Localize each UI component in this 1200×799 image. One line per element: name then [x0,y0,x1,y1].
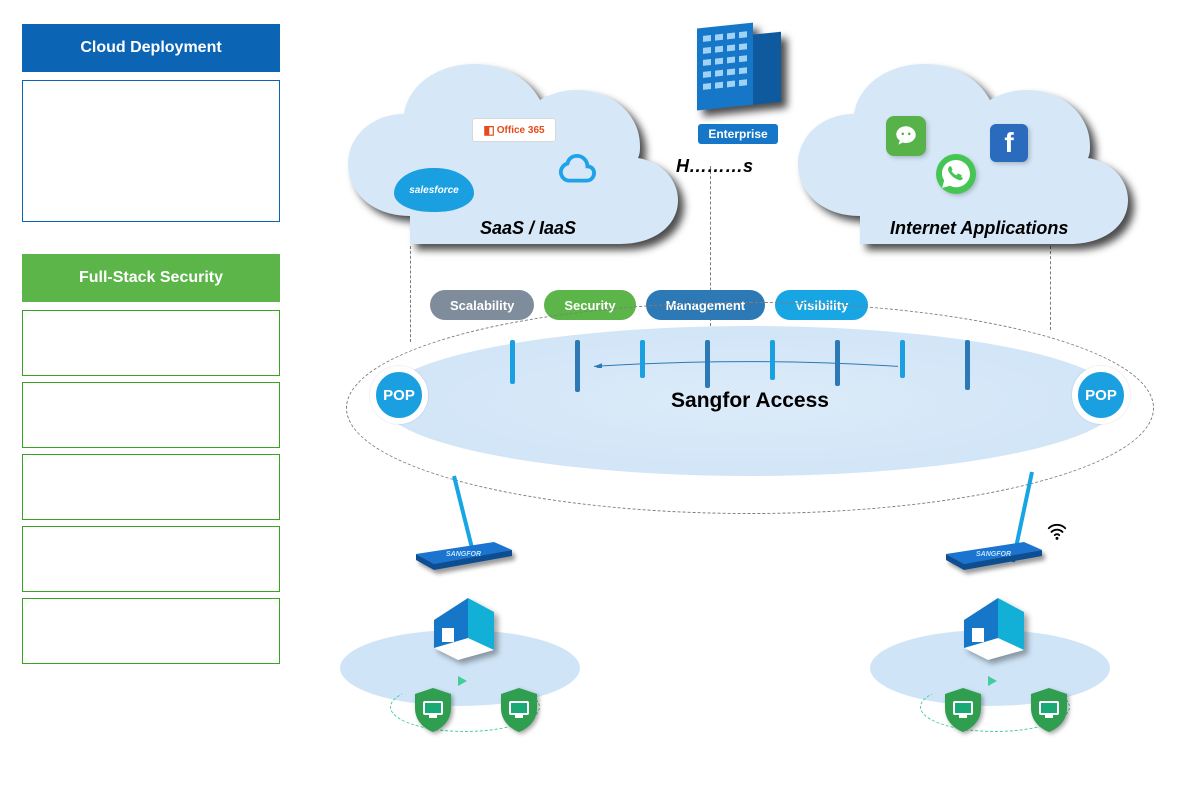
section-box-security-2 [22,454,280,520]
cloud-label-saas: SaaS / IaaS [480,218,576,239]
endpoint-shield-icon [498,686,540,734]
platform-bar-0 [510,340,515,384]
router-device-1: SANGFOR [946,536,1042,566]
section-header-cloud-deployment: Cloud Deployment [22,24,280,72]
logo-salesforce: salesforce [394,168,474,212]
enterprise-label: Enterprise [698,124,777,144]
platform-bar-3 [705,340,710,388]
pop-right: POP [1072,366,1130,424]
enterprise-hq: Enterprise [678,12,798,144]
section-box-cloud-deployment-0 [22,80,280,222]
logo-cloud-generic [558,154,596,192]
platform-bar-6 [900,340,905,378]
platform-bar-1 [575,340,580,392]
section-box-security-1 [22,382,280,448]
section-box-security-0 [22,310,280,376]
platform-ellipse-region: Sangfor Access [380,326,1120,476]
uplink-right [1050,246,1051,330]
app-wechat-icon [886,116,926,156]
svg-text:SANGFOR: SANGFOR [976,551,1011,558]
platform-bar-5 [835,340,840,386]
platform-bar-2 [640,340,645,378]
site-orbit-arrow-1 [988,676,997,686]
branch-building-icon-1 [958,590,1028,660]
platform-title: Sangfor Access [671,389,829,413]
shield-row-1 [942,686,1070,734]
site-orbit-arrow-0 [458,676,467,686]
architecture-diagram: salesforce ◧Office 365 SaaS / IaaS [300,0,1200,799]
building-icon [683,12,793,120]
section-box-security-4 [22,598,280,664]
pill-scalability: Scalability [430,290,534,320]
branch-site-0: SANGFOR [330,470,590,730]
app-whatsapp-icon [934,152,978,201]
platform-bar-7 [965,340,970,390]
branch-site-1: SANGFOR [860,470,1120,730]
cloud-label-internet-apps: Internet Applications [890,218,1068,239]
branch-building-icon-0 [428,590,498,660]
endpoint-shield-icon [1028,686,1070,734]
endpoint-shield-icon [412,686,454,734]
router-device-0: SANGFOR [416,536,512,566]
section-header-full-stack-security: Full-Stack Security [22,254,280,302]
logo-office365: ◧Office 365 [472,118,556,142]
section-box-security-3 [22,526,280,592]
pop-left: POP [370,366,428,424]
svg-text:SANGFOR: SANGFOR [446,551,481,558]
platform-bar-4 [770,340,775,380]
enterprise-sublabel-obscured: H………s [676,156,753,177]
shield-row-0 [412,686,540,734]
endpoint-shield-icon [942,686,984,734]
platform-bars [510,340,970,392]
app-facebook-icon: f [990,124,1028,162]
wifi-icon [1046,520,1068,542]
logo-office365-text: Office 365 [497,125,545,136]
left-feature-panel: Cloud Deployment Full-Stack Security [22,24,280,670]
